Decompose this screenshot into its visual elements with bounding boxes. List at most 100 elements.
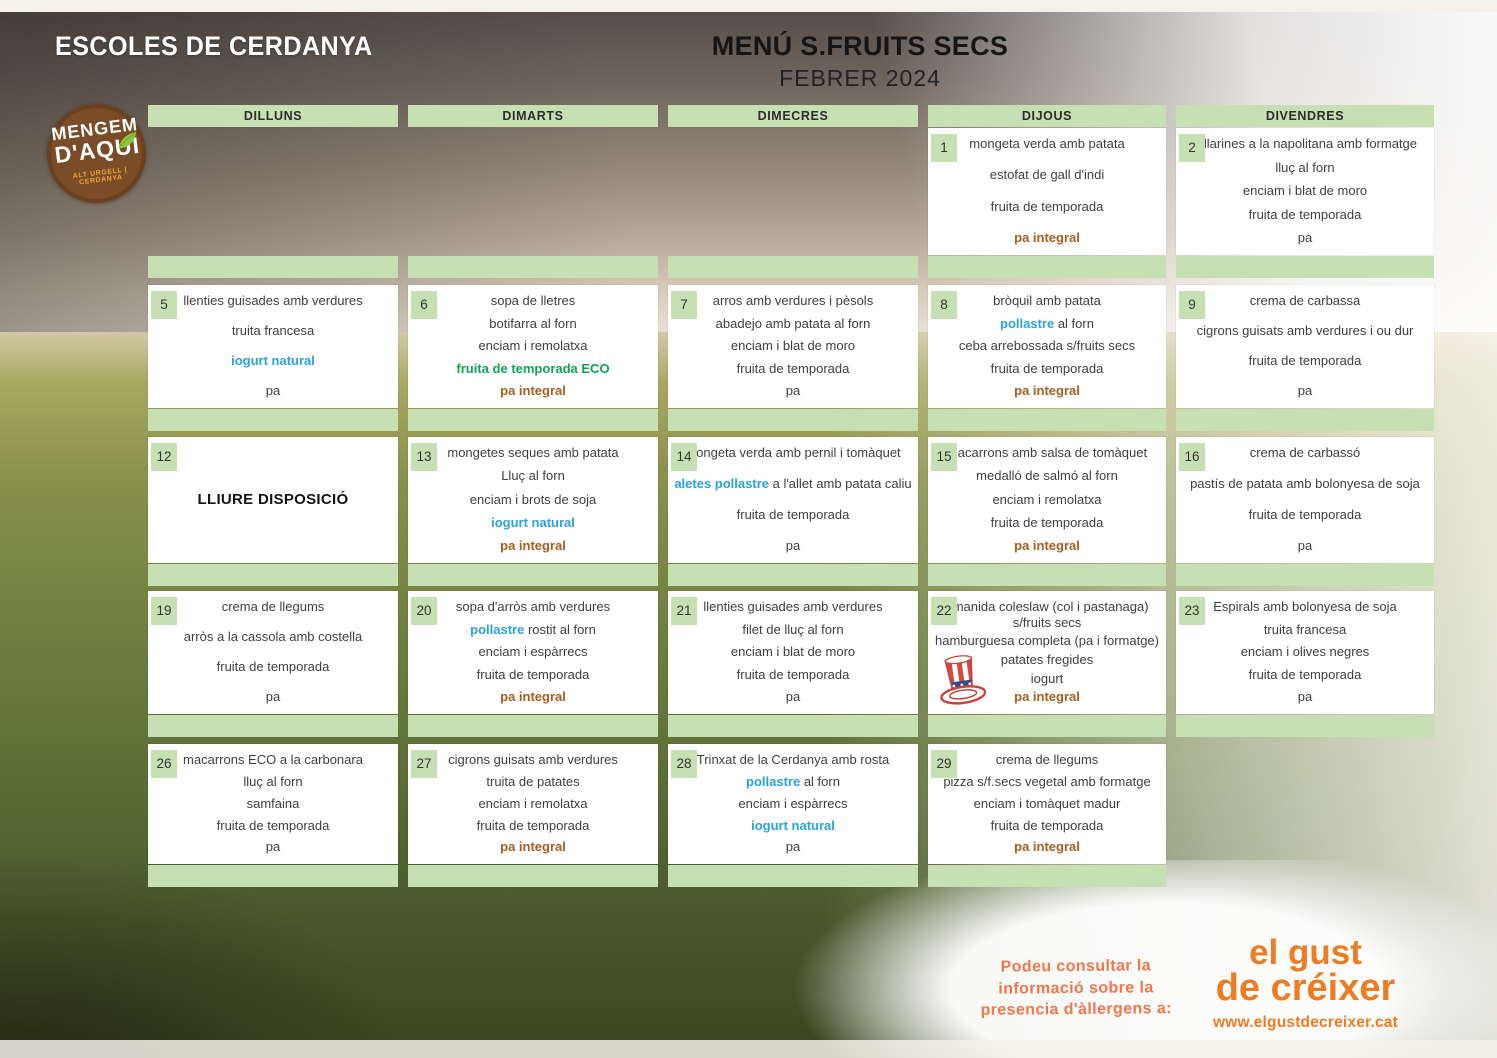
menu-text: pa integral — [1014, 383, 1080, 399]
snack-strip-row — [148, 564, 1434, 586]
menu-text: al forn — [1054, 315, 1094, 331]
menu-text: tallarines a la napolitana amb formatge — [1192, 136, 1418, 151]
striped-hat-icon — [940, 655, 987, 705]
day-number-badge: 6 — [411, 291, 437, 319]
menu-text: fruita de temporada — [476, 817, 590, 833]
menu-text: pa — [1297, 538, 1313, 554]
snack-strip — [408, 715, 658, 737]
menu-line: ceba arrebossada s/fruits secs — [934, 338, 1160, 354]
menu-line: mongeta verda amb pernil i tomàquet — [674, 445, 912, 461]
menu-text: iogurt natural — [231, 353, 315, 369]
menu-line: enciam i olives negres — [1182, 644, 1428, 660]
day-cell-7: 7 arros amb verdures i pèsols abadejo amb … — [668, 285, 918, 408]
menu-line: fruita de temporada — [674, 667, 912, 683]
snack-strip — [668, 256, 918, 278]
menu-line: pa — [1182, 689, 1428, 705]
menu-line: pa integral — [414, 689, 652, 705]
day-cell-13: 13 mongetes seques amb patata Lluç al forn… — [408, 437, 658, 563]
empty-day-slot — [148, 128, 398, 255]
menu-line: Lluç al forn — [414, 468, 652, 484]
menu-line: pa integral — [934, 383, 1160, 399]
background-footer-fade — [0, 860, 1497, 1058]
menu-text: fruita de temporada — [216, 659, 330, 675]
snack-strip — [668, 409, 918, 431]
menu-line: botifarra al forn — [414, 316, 652, 332]
menu-text: Espirals amb bolonyesa de soja — [1213, 599, 1397, 614]
menu-line: pa — [154, 839, 392, 855]
menu-line: sopa d'arròs amb verdures — [414, 599, 652, 615]
mengem-daqui-logo: MENGEM D'AQUI ALT URGELL | CERDANYA — [47, 104, 146, 203]
menu-text: botifarra al forn — [489, 315, 577, 331]
menu-line: filet de lluç al forn — [674, 622, 912, 638]
menu-line: pa — [674, 383, 912, 399]
brand-website: www.elgustdecreixer.cat — [1213, 1014, 1398, 1032]
day-cell-23: 23 Espirals amb bolonyesa de soja truita f… — [1176, 591, 1434, 714]
menu-text: fruita de temporada — [990, 817, 1104, 833]
menu-text: pa — [265, 383, 281, 399]
menu-month: FEBRER 2024 — [779, 65, 941, 91]
day-cell-26: 26 macarrons ECO a la carbonara lluç al fo… — [148, 744, 398, 864]
day-cell-27: 27 cigrons guisats amb verdures truita de … — [408, 744, 658, 864]
day-cell-6: 6 sopa de lletres botifarra al forn enciam … — [408, 285, 658, 408]
menu-text: Lluç al forn — [501, 468, 565, 484]
menu-text: lluç al forn — [243, 773, 303, 789]
menu-line: fruita de temporada ECO — [414, 361, 652, 377]
menu-line: fruita de temporada — [934, 361, 1160, 377]
menu-line: fruita de temporada — [1182, 207, 1428, 223]
menu-text: pa — [1297, 383, 1313, 399]
menu-line: macarrons amb salsa de tomàquet — [934, 445, 1160, 461]
menu-text: fruita de temporada — [736, 507, 850, 523]
day-cell-12: 12 LLIURE DISPOSICIÓ — [148, 437, 398, 563]
menu-text: abadejo amb patata al forn — [715, 315, 871, 331]
snack-strip — [928, 865, 1166, 887]
weekday-header-divendres: DIVENDRES — [1176, 105, 1434, 127]
menu-text: aletes pollastre — [674, 476, 769, 492]
menu-line: pa — [674, 839, 912, 855]
day-number-badge: 7 — [671, 291, 697, 319]
menu-line: pa integral — [934, 689, 1160, 705]
week-row: 1 mongeta verda amb patata estofat de gall… — [148, 128, 1434, 255]
calendar-weeks: 1 mongeta verda amb patata estofat de gall… — [148, 128, 1434, 887]
day-number-badge: 15 — [931, 443, 957, 471]
menu-line: enciam i remolatxa — [414, 338, 652, 354]
menu-line: pa — [1182, 230, 1428, 246]
menu-text: amanida coleslaw (col i pastanaga) s/fru… — [945, 599, 1149, 630]
menu-text: crema de carbassó — [1249, 445, 1361, 460]
menu-text: pastís de patata amb bolonyesa de soja — [1190, 476, 1420, 492]
menu-line: abadejo amb patata al forn — [674, 316, 912, 332]
menu-line: fruita de temporada — [674, 361, 912, 377]
menu-line: aletes pollastre a l'allet amb patata ca… — [674, 476, 912, 492]
menu-text: enciam i espàrrecs — [738, 795, 848, 811]
snack-strip — [1176, 564, 1434, 586]
menu-text: Trinxat de la Cerdanya amb rosta — [696, 752, 890, 767]
snack-strip — [928, 715, 1166, 737]
day-number-badge: 5 — [151, 291, 177, 319]
menu-text: crema de llegums — [221, 599, 325, 614]
menu-text: fruita de temporada — [1248, 507, 1362, 523]
snack-strip — [668, 564, 918, 586]
menu-text: enciam i espàrrecs — [478, 644, 588, 660]
menu-line: pa integral — [934, 839, 1160, 855]
brand-line2: de créixer — [1215, 967, 1396, 1010]
menu-text: pa integral — [500, 839, 566, 855]
menu-text: mongeta verda amb pernil i tomàquet — [685, 445, 901, 460]
menu-line: pa integral — [934, 230, 1160, 246]
menu-text: pa integral — [500, 383, 566, 399]
day-cell-5: 5 llenties guisades amb verdures truita fr… — [148, 285, 398, 408]
weekday-header-dimecres: DIMECRES — [668, 105, 918, 127]
menu-line: fruita de temporada — [154, 818, 392, 834]
menu-text: arròs a la cassola amb costella — [183, 629, 363, 645]
menu-text: pa integral — [1014, 230, 1080, 246]
menu-line: fruita de temporada — [674, 507, 912, 523]
menu-text: enciam i olives negres — [1240, 644, 1370, 660]
day-cell-15: 15 macarrons amb salsa de tomàquet medalló… — [928, 437, 1166, 563]
menu-line: mongeta verda amb patata — [934, 136, 1160, 152]
menu-text: crema de llegums — [995, 752, 1099, 767]
snack-strip — [1176, 256, 1434, 278]
day-cell-21: 21 llenties guisades amb verdures filet de… — [668, 591, 918, 714]
menu-line: fruita de temporada — [154, 659, 392, 675]
menu-line: enciam i blat de moro — [1182, 183, 1428, 199]
menu-text: enciam i tomàquet madur — [973, 795, 1121, 811]
